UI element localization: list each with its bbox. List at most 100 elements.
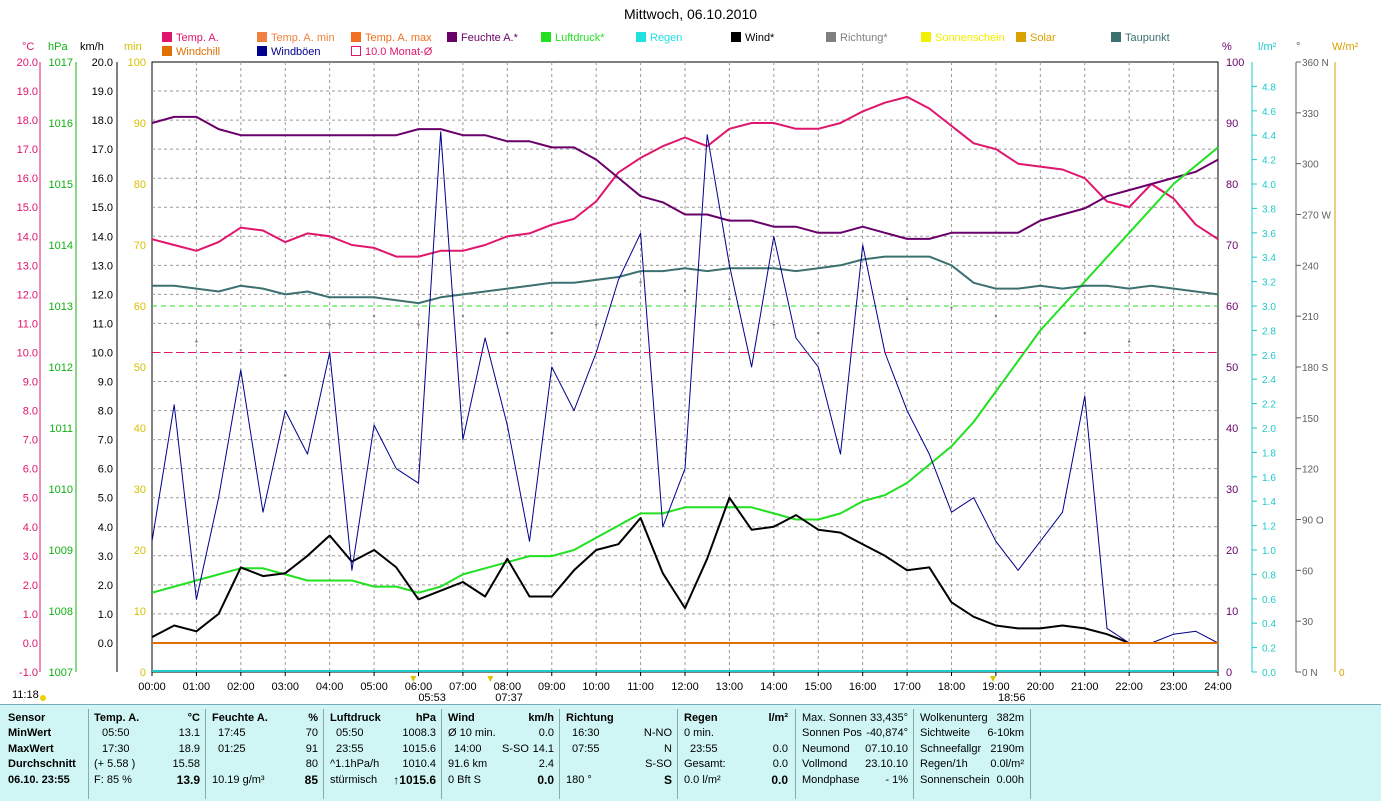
legend-swatch xyxy=(257,46,267,56)
axis-title-sun: min xyxy=(124,41,142,53)
y-tick-label-direction: 120 xyxy=(1302,465,1319,476)
stats-unit: hPa xyxy=(415,712,436,724)
y-tick-label-wind: 3.0 xyxy=(98,551,113,563)
stats-label: Schneefallgr xyxy=(920,742,982,755)
y-tick-label-wind: 15.0 xyxy=(92,202,113,214)
legend-item: Temp. A. xyxy=(162,32,219,44)
axis-title-temp: °C xyxy=(22,41,34,53)
stats-value: 33,435° xyxy=(869,712,908,724)
y-tick-label-direction: 30 xyxy=(1302,617,1314,628)
x-tick-label: 17:00 xyxy=(893,681,921,693)
x-tick-label: 10:00 xyxy=(582,681,610,693)
legend-item: Feuchte A.* xyxy=(447,32,518,44)
stats-time: 05:50 xyxy=(336,727,364,740)
x-tick-label: 02:00 xyxy=(227,681,255,693)
stats-value: 2190m xyxy=(990,742,1024,755)
divider xyxy=(1030,709,1031,799)
y-tick-label-solar: 0 xyxy=(1339,668,1345,679)
stats-header: Temp. A. xyxy=(94,712,140,724)
y-tick-label-rain: 3.4 xyxy=(1262,253,1276,264)
direction-point xyxy=(994,314,998,318)
sunrise-marker xyxy=(410,676,417,682)
x-tick-label: 08:00 xyxy=(494,681,522,693)
stats-time: ^1.1hPa/h xyxy=(330,758,380,771)
y-tick-label-sun: 100 xyxy=(128,57,146,69)
stats-time: F: 85 % xyxy=(94,773,132,786)
stats-time: 01:25 xyxy=(218,742,246,755)
stats-value: 23.10.10 xyxy=(865,758,908,771)
stats-unit: °C xyxy=(187,712,200,724)
legend-item: Temp. A. max xyxy=(351,32,432,44)
legend-item: Windchill xyxy=(162,46,220,58)
stats-label: MaxWert xyxy=(8,742,54,755)
stats-value: 70 xyxy=(305,727,318,740)
direction-point xyxy=(683,289,687,292)
stats-time: 07:55 xyxy=(572,742,600,755)
y-tick-label-pressure: 1012 xyxy=(49,362,73,374)
direction-point xyxy=(461,314,465,318)
stats-header: Regen xyxy=(684,712,718,724)
x-tick-label: 11:00 xyxy=(627,681,654,693)
legend-item: Wind* xyxy=(731,32,774,44)
divider xyxy=(559,709,560,799)
legend-item: Richtung* xyxy=(826,32,888,44)
y-tick-label-temp: 4.0 xyxy=(23,522,38,534)
x-tick-label: 04:00 xyxy=(316,681,344,693)
direction-point xyxy=(1127,340,1131,343)
stats-label: Sonnen Pos xyxy=(802,727,862,740)
y-tick-label-wind: 17.0 xyxy=(92,144,113,156)
time-readout: 11:18 xyxy=(12,689,39,701)
y-tick-label-rain: 2.0 xyxy=(1262,424,1276,435)
sunset-marker-label: 18:56 xyxy=(998,692,1026,704)
y-tick-label-rain: 1.4 xyxy=(1262,497,1276,508)
y-tick-label-pressure: 1009 xyxy=(49,545,73,557)
x-tick-label: 01:00 xyxy=(183,681,211,693)
y-tick-label-pressure: 1017 xyxy=(49,57,73,69)
stats-time: 17:45 xyxy=(218,727,246,740)
plot-area xyxy=(151,61,1219,673)
y-tick-label-rain: 1.6 xyxy=(1262,473,1276,484)
y-tick-label-temp: 6.0 xyxy=(23,464,38,476)
y-tick-label-wind: 2.0 xyxy=(98,580,113,592)
y-tick-label-temp: 3.0 xyxy=(23,551,38,563)
y-tick-label-wind: 6.0 xyxy=(98,464,113,476)
y-tick-label-temp: 11.0 xyxy=(17,318,38,330)
x-tick-label: 13:00 xyxy=(716,681,744,693)
y-tick-label-sun: 40 xyxy=(134,423,146,435)
y-tick-label-wind: 5.0 xyxy=(98,493,113,505)
legend-swatch xyxy=(1016,32,1026,42)
weather-chart: 00:00 01:00 02:00 03:00 04:00 05:00 06:00 07:00… xyxy=(17,41,1359,704)
legend-item: Luftdruck* xyxy=(541,32,605,44)
divider xyxy=(913,709,914,799)
stats-value: 0.0l/m² xyxy=(990,758,1024,771)
stats-label: Max. Sonnen xyxy=(802,712,867,724)
divider xyxy=(88,709,89,799)
y-tick-label-temp: 5.0 xyxy=(23,493,38,505)
stats-value: 0.0 xyxy=(771,772,788,787)
stats-label: Vollmond xyxy=(802,758,848,771)
y-tick-label-rain: 4.4 xyxy=(1262,131,1276,142)
sunset-marker xyxy=(989,676,996,682)
y-tick-label-sun: 0 xyxy=(140,667,146,679)
y-tick-label-wind: 0.0 xyxy=(98,638,113,650)
direction-point xyxy=(506,331,509,335)
y-tick-label-rain: 2.4 xyxy=(1262,375,1276,386)
x-tick-label: 00:00 xyxy=(138,681,166,693)
stats-time: 14:00 xyxy=(454,742,482,755)
y-tick-label-sun: 80 xyxy=(134,179,146,191)
y-tick-label-wind: 11.0 xyxy=(92,318,113,330)
stats-time: 05:50 xyxy=(102,727,130,740)
y-tick-label-pressure: 1010 xyxy=(49,484,73,496)
y-tick-label-wind: 1.0 xyxy=(98,609,113,621)
y-tick-label-humidity: 90 xyxy=(1226,118,1238,130)
y-tick-label-temp: 2.0 xyxy=(23,580,38,592)
stats-panel: Sensor MinWert MaxWert Durchschnitt 06.1… xyxy=(0,704,1381,801)
axis-title-wind: km/h xyxy=(80,41,104,53)
x-tick-label: 23:00 xyxy=(1160,681,1188,693)
stats-label: Wolkenunterg xyxy=(920,712,988,724)
sunshine-marker-label: 07:37 xyxy=(495,692,523,704)
y-tick-label-humidity: 80 xyxy=(1226,179,1238,191)
stats-time: Gesamt: xyxy=(684,758,726,771)
x-tick-label: 03:00 xyxy=(271,681,299,693)
legend-item: Solar xyxy=(1016,32,1056,44)
